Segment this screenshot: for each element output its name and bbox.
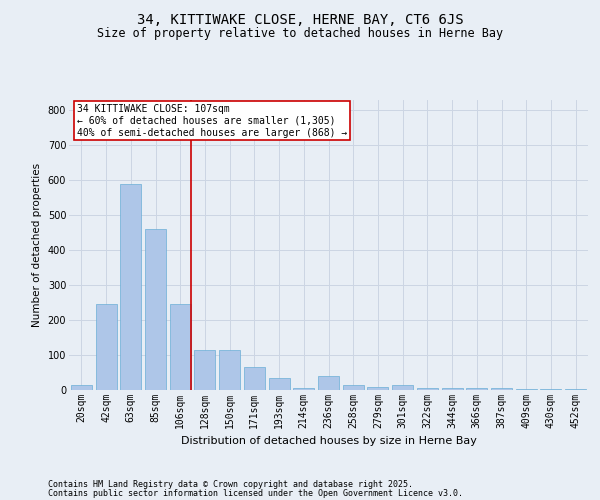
Y-axis label: Number of detached properties: Number of detached properties: [32, 163, 42, 327]
Bar: [466, 388, 487, 390]
Bar: [417, 388, 438, 390]
Bar: [367, 386, 388, 390]
Bar: [95, 304, 116, 390]
Bar: [71, 385, 92, 390]
Bar: [516, 389, 537, 390]
Bar: [318, 376, 339, 390]
Bar: [120, 184, 141, 390]
Bar: [145, 230, 166, 390]
Bar: [343, 385, 364, 390]
Bar: [392, 385, 413, 390]
Bar: [442, 388, 463, 390]
Bar: [194, 350, 215, 390]
Bar: [565, 389, 586, 390]
Bar: [293, 388, 314, 390]
Text: Size of property relative to detached houses in Herne Bay: Size of property relative to detached ho…: [97, 28, 503, 40]
Bar: [244, 368, 265, 390]
Bar: [170, 304, 191, 390]
Bar: [541, 389, 562, 390]
Bar: [269, 378, 290, 390]
Bar: [491, 388, 512, 390]
Text: 34 KITTIWAKE CLOSE: 107sqm
← 60% of detached houses are smaller (1,305)
40% of s: 34 KITTIWAKE CLOSE: 107sqm ← 60% of deta…: [77, 104, 347, 138]
Text: Contains public sector information licensed under the Open Government Licence v3: Contains public sector information licen…: [48, 488, 463, 498]
X-axis label: Distribution of detached houses by size in Herne Bay: Distribution of detached houses by size …: [181, 436, 476, 446]
Text: Contains HM Land Registry data © Crown copyright and database right 2025.: Contains HM Land Registry data © Crown c…: [48, 480, 413, 489]
Text: 34, KITTIWAKE CLOSE, HERNE BAY, CT6 6JS: 34, KITTIWAKE CLOSE, HERNE BAY, CT6 6JS: [137, 12, 463, 26]
Bar: [219, 350, 240, 390]
